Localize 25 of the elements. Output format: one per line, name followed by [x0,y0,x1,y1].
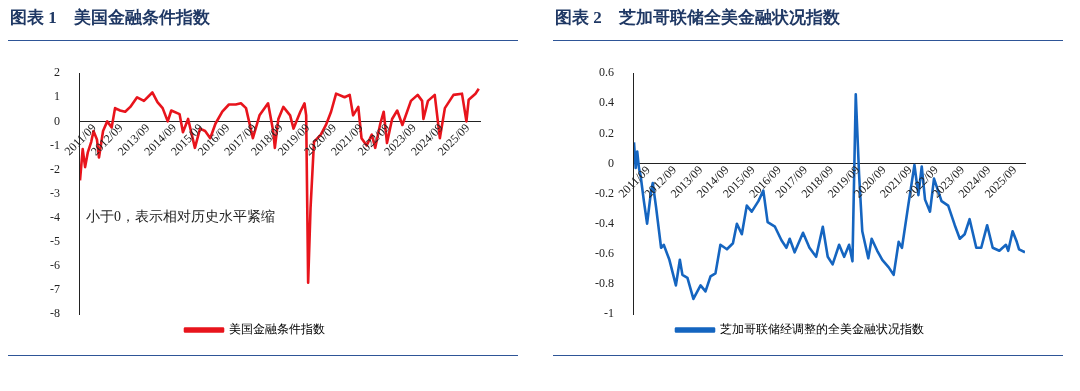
y-tick-label: -7 [50,282,60,297]
y-tick-label: 0.2 [599,125,614,140]
chart-title: 图表 2 芝加哥联储全美金融状况指数 [555,7,840,29]
y-tick-label: 0 [54,113,60,128]
y-tick-label: -0.8 [595,276,614,291]
y-tick-label: -0.6 [595,245,614,260]
y-tick-label: -3 [50,185,60,200]
y-tick-label: -2 [50,161,60,176]
y-tick-label: -8 [50,306,60,321]
y-tick-label: 0 [608,155,614,170]
y-tick-label: 2 [54,65,60,80]
chart-title: 图表 1 美国金融条件指数 [10,7,210,29]
legend-label: 美国金融条件指数 [229,322,325,337]
y-tick-label: -4 [50,209,60,224]
y-tick-label: -6 [50,258,60,272]
y-tick-label: 1 [54,89,60,104]
y-tick-label: -0.2 [595,185,614,200]
y-tick-label: 0.4 [599,95,614,110]
y-tick-label: -1 [604,306,614,321]
legend-label: 芝加哥联储经调整的全美金融状况指数 [720,322,924,337]
y-tick-label: -1 [50,137,60,152]
annotation: 小于0，表示相对历史水平紧缩 [86,209,275,225]
y-tick-label: -0.4 [595,215,614,230]
y-tick-label: -5 [50,233,60,248]
y-tick-label: 0.6 [599,65,614,80]
